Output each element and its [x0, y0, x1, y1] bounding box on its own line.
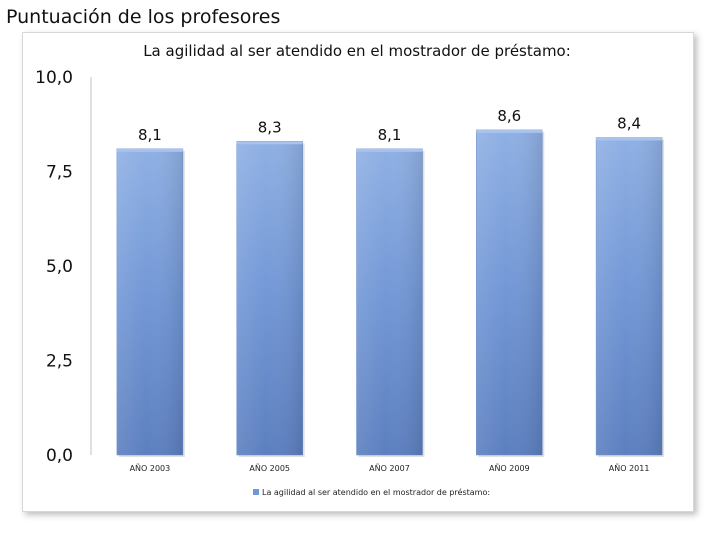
bar-top-edge — [476, 129, 543, 133]
bar-top-edge — [236, 141, 303, 145]
y-tick-label: 7,5 — [46, 163, 73, 183]
bar-top-edge — [596, 137, 663, 141]
x-tick-label: AÑO 2005 — [249, 463, 290, 473]
data-label: 8,6 — [497, 107, 521, 125]
data-label: 8,3 — [258, 118, 282, 136]
x-tick-label: AÑO 2007 — [369, 463, 410, 473]
bar-sheen — [476, 129, 543, 456]
y-tick-label: 5,0 — [46, 257, 73, 277]
chart-title: La agilidad al ser atendido en el mostra… — [143, 42, 571, 60]
bar-sheen — [356, 148, 423, 455]
legend-label: La agilidad al ser atendido en el mostra… — [262, 487, 490, 497]
x-tick-label: AÑO 2003 — [130, 463, 171, 473]
bar-sheen — [236, 141, 303, 455]
data-label: 8,4 — [617, 114, 641, 132]
x-tick-label: AÑO 2009 — [489, 463, 530, 473]
y-tick-label: 0,0 — [46, 446, 73, 466]
data-label: 8,1 — [378, 126, 402, 144]
page-title: Puntuación de los profesores — [6, 6, 281, 28]
bar-sheen — [596, 137, 663, 456]
legend: La agilidad al ser atendido en el mostra… — [253, 487, 490, 497]
bar-top-edge — [356, 148, 423, 152]
bar-top-edge — [116, 148, 183, 152]
data-label: 8,1 — [138, 126, 162, 144]
x-tick-label: AÑO 2011 — [609, 463, 650, 473]
bar-sheen — [116, 148, 183, 455]
y-tick-label: 10,0 — [35, 68, 73, 88]
y-tick-label: 2,5 — [46, 352, 73, 372]
legend-swatch — [253, 489, 259, 495]
